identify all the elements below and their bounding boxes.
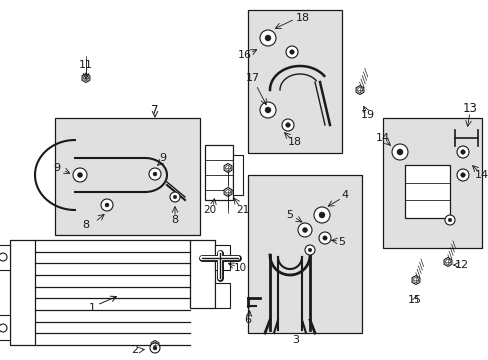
Bar xyxy=(0,245,10,270)
Text: 3: 3 xyxy=(292,335,299,345)
Circle shape xyxy=(460,173,465,177)
Circle shape xyxy=(260,102,275,118)
Circle shape xyxy=(456,146,468,158)
Text: 6: 6 xyxy=(244,315,251,325)
Text: 18: 18 xyxy=(295,13,309,23)
Circle shape xyxy=(297,223,311,237)
Bar xyxy=(204,145,232,200)
Polygon shape xyxy=(82,73,90,82)
Text: 17: 17 xyxy=(245,73,260,83)
Circle shape xyxy=(444,215,454,225)
Text: 19: 19 xyxy=(360,110,374,120)
Circle shape xyxy=(83,76,88,81)
Circle shape xyxy=(77,172,82,177)
Circle shape xyxy=(153,346,157,350)
Circle shape xyxy=(170,192,180,202)
Bar xyxy=(382,118,481,248)
Circle shape xyxy=(225,166,230,171)
Bar xyxy=(215,283,229,308)
Text: 9: 9 xyxy=(159,153,166,163)
Circle shape xyxy=(318,232,330,244)
Circle shape xyxy=(0,253,7,261)
Circle shape xyxy=(150,343,160,353)
Text: 7: 7 xyxy=(151,104,159,117)
Circle shape xyxy=(313,207,329,223)
Circle shape xyxy=(302,228,307,233)
Polygon shape xyxy=(355,85,363,94)
Circle shape xyxy=(305,245,314,255)
Text: 18: 18 xyxy=(287,137,302,147)
Circle shape xyxy=(0,324,7,332)
Circle shape xyxy=(447,218,451,222)
Circle shape xyxy=(413,278,418,283)
Bar xyxy=(404,165,449,218)
Circle shape xyxy=(225,189,230,194)
Text: 1: 1 xyxy=(88,303,95,313)
Circle shape xyxy=(318,212,325,218)
Bar xyxy=(190,240,215,308)
Polygon shape xyxy=(224,188,231,197)
Bar xyxy=(247,10,341,153)
Circle shape xyxy=(391,144,407,160)
Text: 2: 2 xyxy=(131,345,138,355)
Circle shape xyxy=(357,87,362,93)
Text: 8: 8 xyxy=(82,220,89,230)
Circle shape xyxy=(149,168,161,180)
Circle shape xyxy=(101,199,113,211)
Text: 9: 9 xyxy=(53,163,61,173)
Text: 5: 5 xyxy=(286,210,293,220)
Text: 21: 21 xyxy=(236,205,249,215)
Text: 10: 10 xyxy=(233,263,246,273)
Text: 12: 12 xyxy=(454,260,468,270)
Text: 5: 5 xyxy=(338,237,345,247)
Text: 15: 15 xyxy=(407,295,421,305)
Bar xyxy=(215,245,229,270)
Text: 16: 16 xyxy=(238,50,251,60)
Text: 4: 4 xyxy=(341,190,348,200)
Circle shape xyxy=(460,150,465,154)
Bar xyxy=(0,315,10,340)
Circle shape xyxy=(264,35,270,41)
Polygon shape xyxy=(443,257,451,266)
Text: 13: 13 xyxy=(462,102,476,114)
Circle shape xyxy=(264,107,270,113)
Polygon shape xyxy=(411,275,419,284)
Polygon shape xyxy=(224,163,231,172)
Text: 14: 14 xyxy=(375,133,389,143)
Circle shape xyxy=(260,30,275,46)
Circle shape xyxy=(153,172,157,176)
Circle shape xyxy=(105,203,109,207)
Circle shape xyxy=(322,236,326,240)
Circle shape xyxy=(282,119,293,131)
Circle shape xyxy=(285,46,297,58)
Circle shape xyxy=(456,169,468,181)
Circle shape xyxy=(307,248,311,252)
Bar xyxy=(247,175,361,333)
Circle shape xyxy=(445,260,449,265)
Text: 8: 8 xyxy=(171,215,178,225)
Text: 14: 14 xyxy=(474,170,488,180)
Bar xyxy=(10,240,35,345)
Text: 11: 11 xyxy=(79,60,93,70)
Bar xyxy=(55,118,200,235)
Circle shape xyxy=(289,50,294,54)
Text: 20: 20 xyxy=(203,205,216,215)
Polygon shape xyxy=(151,341,159,350)
Circle shape xyxy=(173,195,177,199)
Bar xyxy=(232,155,243,195)
Circle shape xyxy=(396,149,402,155)
Circle shape xyxy=(152,342,157,347)
Circle shape xyxy=(73,168,87,182)
Circle shape xyxy=(285,123,290,127)
